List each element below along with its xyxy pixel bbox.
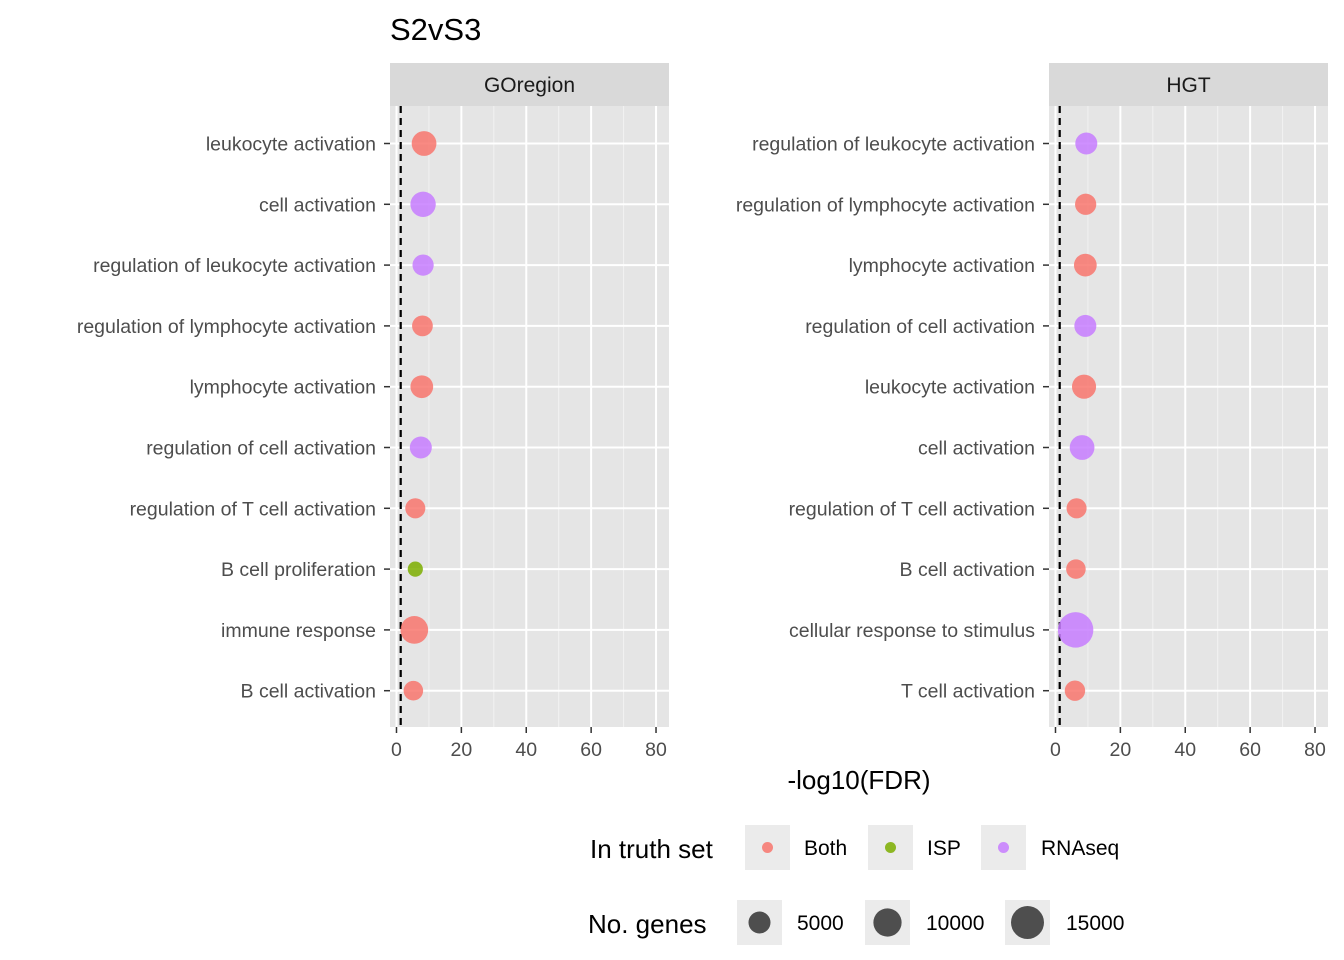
facet-strip [1049,63,1328,106]
legend-color-swatch [885,842,896,853]
y-tick-label: cell activation [918,438,1035,460]
x-tick-label: 20 [451,739,473,761]
legend-size-swatch [1011,906,1044,939]
legend-size-swatch [748,911,771,934]
y-tick-label: regulation of lymphocyte activation [77,316,376,338]
y-tick-label: immune response [221,620,376,642]
y-tick-label: regulation of T cell activation [130,498,376,520]
data-point [403,680,424,701]
facets: GOregion leukocyte activation cell activat… [77,63,1328,761]
y-tick-label: regulation of leukocyte activation [93,255,376,277]
color-legend-title: In truth set [590,834,714,864]
x-tick-label: 0 [1050,739,1061,761]
data-point [1064,680,1086,701]
legend-color-swatch [762,842,773,853]
y-tick-label: leukocyte activation [865,377,1035,399]
x-tick-label: 80 [645,739,667,761]
legend-size-label: 10000 [926,912,984,935]
data-point [1066,559,1086,579]
legend: In truth set Both ISP RNAseq No. genes 5000 10… [588,825,1124,945]
facet-hgt: HGT regulation of leukocyte activation reg… [736,63,1328,761]
legend-size-swatch [873,908,902,937]
data-point [1057,612,1094,648]
x-tick-label: 20 [1110,739,1132,761]
data-point [1066,498,1087,519]
data-point [412,254,434,276]
x-tick-label: 0 [391,739,402,761]
legend-color-label: RNAseq [1041,837,1119,860]
legend-color-swatch [998,842,1009,853]
x-tick-label: 80 [1304,739,1326,761]
y-tick-label: regulation of lymphocyte activation [736,194,1035,216]
data-point [409,436,432,459]
facet-strip [390,63,669,106]
data-point [410,375,434,399]
size-legend-title: No. genes [588,909,707,939]
data-point [412,315,433,337]
y-tick-label: cellular response to stimulus [789,620,1035,642]
y-tick-label: T cell activation [901,681,1035,703]
x-tick-label: 60 [580,739,602,761]
data-point [1075,132,1098,155]
y-tick-label: cell activation [259,194,376,216]
data-point [400,616,429,644]
y-tick-label: regulation of cell activation [146,438,376,460]
y-tick-label: lymphocyte activation [190,377,376,399]
legend-size-label: 15000 [1066,912,1124,935]
y-tick-label: regulation of leukocyte activation [752,134,1035,156]
data-point [1069,435,1095,460]
panel-background [1049,106,1328,727]
y-tick-label: B cell activation [241,681,376,703]
x-tick-label: 40 [1174,739,1196,761]
legend-color-label: Both [804,837,847,860]
data-point [407,561,423,577]
y-tick-label: B cell proliferation [221,559,376,581]
x-axis-label: -log10(FDR) [787,765,930,795]
data-point [1075,193,1097,215]
data-point [411,131,437,156]
data-point [1073,253,1097,277]
data-point [410,191,436,217]
y-tick-label: lymphocyte activation [849,255,1035,277]
legend-size-label: 5000 [797,912,844,935]
data-point [405,498,426,519]
facet-goregion: GOregion leukocyte activation cell activat… [77,63,669,761]
y-tick-label: leukocyte activation [206,134,376,156]
y-tick-label: regulation of cell activation [805,316,1035,338]
y-tick-label: regulation of T cell activation [789,498,1035,520]
x-tick-label: 40 [515,739,537,761]
facet-strip-label: GOregion [484,74,575,97]
legend-color-label: ISP [927,837,961,860]
facet-strip-label: HGT [1166,74,1211,97]
chart-title: S2vS3 [390,12,481,47]
y-tick-label: B cell activation [900,559,1035,581]
panel-background [390,106,669,727]
x-tick-label: 60 [1239,739,1261,761]
data-point [1071,374,1097,399]
data-point [1074,314,1097,337]
